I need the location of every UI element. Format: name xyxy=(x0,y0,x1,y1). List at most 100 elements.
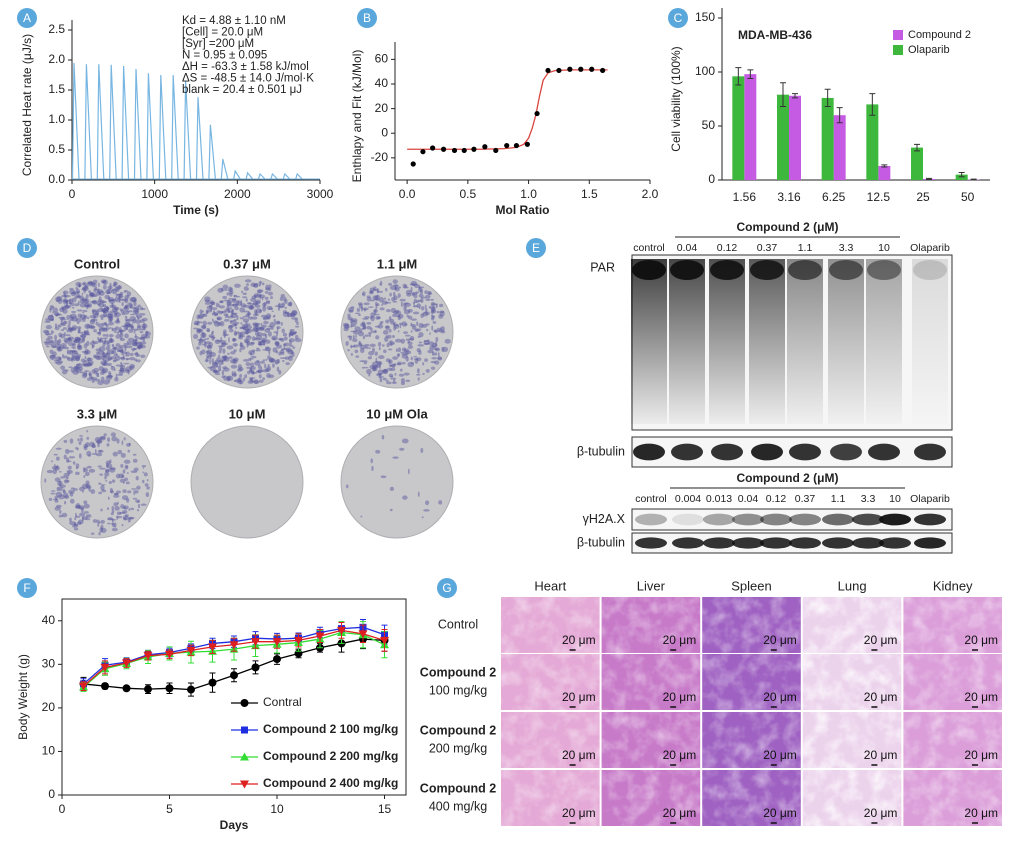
colony xyxy=(108,333,114,338)
colony xyxy=(104,294,110,300)
colony xyxy=(117,298,124,301)
colony xyxy=(121,523,124,527)
colony xyxy=(410,330,413,333)
colony xyxy=(268,374,275,379)
colony xyxy=(352,338,358,343)
colony xyxy=(405,356,409,362)
colony xyxy=(107,437,111,443)
colony xyxy=(127,341,133,346)
colony xyxy=(129,357,136,361)
colony xyxy=(409,283,413,286)
colony xyxy=(199,350,203,356)
colony xyxy=(219,346,223,351)
colony xyxy=(363,361,367,365)
x-tick-label: 1.5 xyxy=(581,187,598,201)
colony xyxy=(434,347,441,352)
colony xyxy=(399,298,406,302)
data-point xyxy=(578,66,584,72)
error-bar xyxy=(958,171,965,178)
colony xyxy=(261,282,265,286)
blot-smear xyxy=(749,259,785,424)
tissue-texture xyxy=(802,770,902,826)
colony xyxy=(86,316,90,320)
colony xyxy=(104,475,107,480)
colony xyxy=(207,308,213,313)
colony xyxy=(232,342,238,347)
colony xyxy=(397,293,401,298)
colony xyxy=(117,373,124,377)
colony xyxy=(346,484,349,489)
plate-label: 0.37 μM xyxy=(223,256,271,271)
colony xyxy=(254,304,261,308)
colony xyxy=(120,504,125,509)
colony xyxy=(372,365,378,368)
colony xyxy=(355,334,357,339)
colony xyxy=(93,367,99,373)
scale-bar-label: 20 μm xyxy=(763,690,797,704)
colony xyxy=(258,327,265,330)
error-bar xyxy=(780,82,786,108)
colony xyxy=(55,296,62,302)
colony xyxy=(106,507,110,510)
colony xyxy=(140,503,147,506)
colony xyxy=(146,479,149,482)
colony xyxy=(377,341,382,347)
colony xyxy=(271,335,278,341)
colony xyxy=(84,471,90,477)
column-label: Liver xyxy=(637,578,666,593)
blot-smear xyxy=(709,259,745,424)
colony xyxy=(245,362,251,367)
colony xyxy=(100,527,107,533)
colony xyxy=(103,379,110,385)
colony xyxy=(55,447,62,450)
colony xyxy=(363,325,367,330)
x-tick-label: 10 xyxy=(270,802,284,816)
colony xyxy=(127,449,131,453)
colony xyxy=(256,359,260,363)
colony xyxy=(218,345,225,348)
bar xyxy=(744,74,757,180)
x-axis-title: Time (s) xyxy=(173,203,219,217)
colony xyxy=(226,375,234,381)
panel-label: F xyxy=(23,581,30,595)
data-point xyxy=(461,147,467,154)
colony xyxy=(247,316,254,320)
colony xyxy=(424,294,431,299)
colony xyxy=(89,319,96,325)
colony xyxy=(109,327,112,329)
colony xyxy=(194,323,199,325)
colony xyxy=(280,322,283,326)
colony xyxy=(124,305,128,310)
colony xyxy=(64,294,71,298)
x-tick-label: 15 xyxy=(378,802,392,816)
lane-label: 3.3 xyxy=(861,493,876,505)
row-label: Compound 2 xyxy=(420,723,496,737)
scale-bar-label: 20 μm xyxy=(864,806,898,820)
colony xyxy=(394,324,399,327)
colony xyxy=(257,364,262,369)
blot-band xyxy=(829,260,863,280)
colony xyxy=(87,359,94,366)
y-tick-label: -20 xyxy=(371,150,389,164)
colony xyxy=(375,357,378,363)
colony xyxy=(53,464,56,467)
colony xyxy=(228,297,233,300)
colony xyxy=(418,306,421,310)
colony xyxy=(246,328,253,333)
colony xyxy=(100,519,105,524)
blot-band xyxy=(635,513,667,526)
colony xyxy=(366,321,372,325)
tissue-texture xyxy=(501,597,600,653)
colony xyxy=(45,338,50,342)
colony xyxy=(113,522,117,528)
colony xyxy=(77,342,81,346)
blot-row-label: PAR xyxy=(590,260,615,274)
colony xyxy=(99,328,101,333)
colony xyxy=(56,343,62,349)
colony xyxy=(75,467,78,470)
colony xyxy=(425,368,430,373)
colony xyxy=(215,302,219,308)
colony xyxy=(437,352,440,358)
y-tick-label: 2.5 xyxy=(48,22,65,36)
